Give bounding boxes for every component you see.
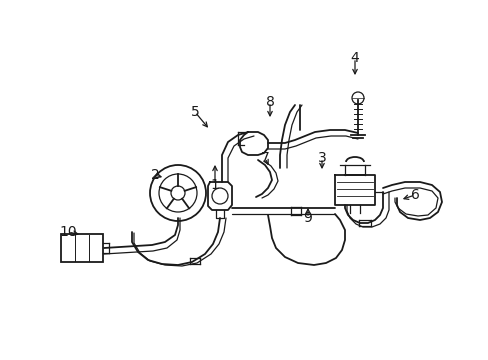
Text: 4: 4: [350, 51, 359, 65]
Text: 6: 6: [410, 188, 419, 202]
Text: 8: 8: [265, 95, 274, 109]
Text: 3: 3: [317, 151, 325, 165]
Text: 1: 1: [210, 178, 219, 192]
Text: 10: 10: [59, 225, 77, 239]
Text: 5: 5: [190, 105, 199, 119]
Text: 7: 7: [260, 151, 269, 165]
Text: 9: 9: [303, 211, 312, 225]
Bar: [61, 234, 103, 262]
Text: 2: 2: [150, 168, 159, 182]
